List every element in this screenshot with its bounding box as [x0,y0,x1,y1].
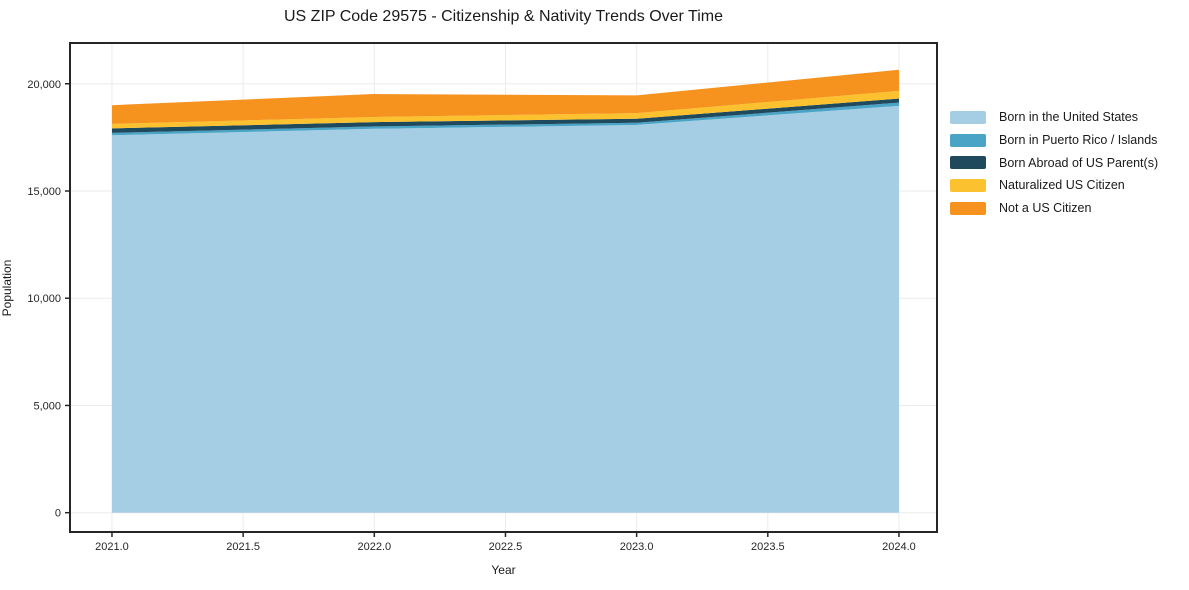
legend-item: Not a US Citizen [950,197,1158,220]
legend-item: Born Abroad of US Parent(s) [950,151,1158,174]
legend-label: Born in Puerto Rico / Islands [999,133,1158,148]
legend-label: Naturalized US Citizen [999,178,1125,193]
legend-swatch-icon [950,133,986,147]
axes-spines [69,42,938,533]
area-series-not-a-us-citizen [111,69,899,124]
plot-border [69,42,938,533]
x-tick-label: 2021.5 [226,541,260,553]
legend-item: Born in the United States [950,106,1158,129]
x-tick-label: 2024.0 [882,541,916,553]
x-tick-label: 2022.5 [489,541,523,553]
axis-ticks [65,83,900,537]
legend-swatch-icon [950,156,986,170]
x-tick-label: 2022.0 [357,541,391,553]
legend-swatch-icon [950,110,986,124]
stacked-areas [111,69,899,513]
area-series-born-in-the-united-states [111,105,899,513]
legend: Born in the United States Born in Puerto … [950,106,1158,219]
axis-tick-labels: 2021.0 2021.5 2022.0 2022.5 2023.0 2023.5 2024… [27,79,915,553]
x-tick-label: 2021.0 [95,541,129,553]
chart-title: US ZIP Code 29575 - Citizenship & Nativi… [284,8,723,25]
x-tick-label: 2023.0 [620,541,654,553]
y-tick-label: 0 [55,508,61,520]
legend-label: Born in the United States [999,110,1138,125]
y-tick-label: 20,000 [27,79,61,91]
legend-item: Born in Puerto Rico / Islands [950,129,1158,152]
x-axis-label: Year [491,563,516,577]
x-tick-label: 2023.5 [751,541,785,553]
y-tick-label: 5,000 [33,400,61,412]
y-axis-label: Population [0,259,14,317]
legend-swatch-icon [950,178,986,192]
y-tick-label: 15,000 [27,186,61,198]
legend-item: Naturalized US Citizen [950,174,1158,197]
y-tick-label: 10,000 [27,293,61,305]
legend-swatch-icon [950,201,986,215]
area-series-naturalized-us-citizen [111,90,899,129]
legend-label: Not a US Citizen [999,201,1092,216]
legend-label: Born Abroad of US Parent(s) [999,155,1159,170]
area-series-born-in-puerto-rico-islands [111,102,899,136]
area-series-born-abroad-of-us-parent-s- [111,98,899,133]
